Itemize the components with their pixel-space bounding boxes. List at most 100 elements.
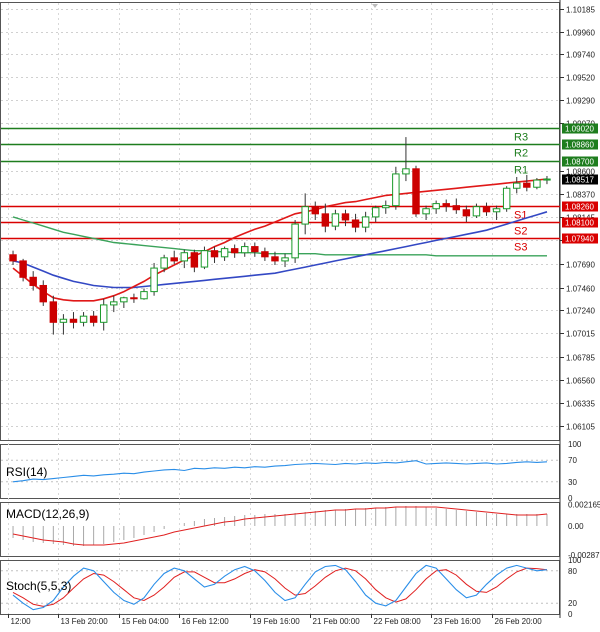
- y-tick-label: 1.07015: [566, 330, 595, 339]
- candle-body: [160, 257, 168, 269]
- rsi-line: [12, 460, 548, 483]
- y-tick-label: 1.09740: [566, 51, 595, 60]
- candle-body: [150, 267, 158, 293]
- candle-body: [79, 315, 88, 323]
- last-price-label: 1.08517: [565, 176, 594, 185]
- x-tick-label: 13 Feb 20:00: [61, 617, 109, 626]
- stoch-tick-label: 80: [568, 567, 577, 576]
- macd-tick-label: 0.002165: [568, 500, 600, 509]
- ma-red-line: [12, 178, 548, 302]
- stoch-d-line: [12, 567, 548, 607]
- candle-body: [130, 297, 138, 300]
- x-tick-label: 26 Feb 20:00: [495, 617, 543, 626]
- level-price-label: 1.08700: [565, 158, 594, 167]
- rsi-tick-label: 100: [568, 440, 582, 449]
- level-price-label: 1.08100: [565, 219, 594, 228]
- chart-shift-icon: [372, 4, 378, 8]
- level-price-label: 1.08260: [565, 203, 594, 212]
- x-tick-label: 23 Feb 16:00: [434, 617, 482, 626]
- candle-body: [382, 205, 390, 209]
- candle-body: [39, 284, 47, 303]
- candle-body: [230, 248, 239, 254]
- candle-body: [99, 304, 108, 323]
- x-tick-label: 21 Feb 00:00: [313, 617, 361, 626]
- candle-body: [472, 206, 481, 217]
- stoch-tick-label: 20: [568, 599, 577, 608]
- y-tick-label: 1.07460: [566, 285, 595, 294]
- panel-frame-stoch: [0, 560, 560, 615]
- x-tick-label: 15 Feb 04:00: [122, 617, 170, 626]
- level-name-r3: R3: [514, 132, 528, 144]
- candle-body: [140, 291, 148, 300]
- level-price-label: 1.09020: [565, 125, 594, 134]
- candle-body: [392, 173, 400, 207]
- level-price-tag: [562, 217, 598, 228]
- y-tick-label: 1.08370: [566, 191, 595, 200]
- candle-body: [170, 257, 178, 262]
- candle-body: [281, 257, 289, 262]
- macd-label: MACD(12,26,9): [6, 507, 89, 521]
- level-price-tag: [562, 233, 598, 244]
- candle-body: [442, 203, 450, 207]
- level-price-label: 1.07940: [565, 235, 594, 244]
- candle-body: [452, 205, 461, 211]
- stoch-tick-label: 0: [568, 610, 573, 619]
- candle-body: [29, 276, 37, 286]
- candle-body: [190, 252, 199, 268]
- candle-body: [341, 213, 350, 221]
- y-tick-label: 1.06105: [566, 423, 595, 432]
- rsi-label: RSI(14): [6, 465, 47, 479]
- candle-body: [311, 206, 319, 215]
- x-tick-label: 12:00: [11, 617, 32, 626]
- ma-blue-line: [12, 211, 548, 289]
- y-tick-label: 1.06785: [566, 354, 595, 363]
- stoch-tick-label: 100: [568, 556, 582, 565]
- candle-body: [210, 250, 219, 258]
- candle-body: [110, 301, 118, 306]
- candle-body: [220, 248, 229, 258]
- candle-body: [371, 207, 380, 218]
- candle-body: [301, 206, 309, 225]
- level-name-s3: S3: [514, 242, 527, 254]
- candle-body: [492, 208, 501, 213]
- last-price-tag: [562, 174, 598, 185]
- y-tick-label: 1.06560: [566, 377, 595, 386]
- rsi-tick-label: 30: [568, 478, 577, 487]
- stoch-k-line: [12, 564, 548, 611]
- candle-body: [9, 254, 17, 262]
- candle-body: [291, 223, 299, 259]
- candle-body: [59, 318, 68, 323]
- candle-body: [523, 182, 531, 188]
- y-tick-label: 1.06335: [566, 400, 595, 409]
- rsi-tick-label: 70: [568, 456, 577, 465]
- panel-frame-rsi: [0, 444, 560, 499]
- panel-frame-main: [0, 2, 560, 441]
- candle-body: [482, 206, 491, 213]
- candle-body: [331, 213, 340, 227]
- x-tick-label: 16 Feb 12:00: [182, 617, 230, 626]
- candle-body: [180, 252, 189, 262]
- candle-body: [271, 256, 279, 262]
- y-tick-label: 1.09960: [566, 29, 595, 38]
- candle-body: [241, 246, 249, 254]
- macd-tick-label: 0.00: [568, 522, 584, 531]
- y-tick-label: 1.08600: [566, 168, 595, 177]
- y-tick-label: 1.07240: [566, 307, 595, 316]
- y-tick-label: 1.10185: [566, 6, 595, 15]
- rsi-tick-label: 0: [568, 494, 573, 503]
- candle-body: [49, 301, 58, 323]
- candle-body: [412, 168, 420, 215]
- level-price-tag: [562, 123, 598, 134]
- candle-body: [432, 203, 440, 210]
- candle-body: [533, 179, 541, 188]
- level-name-r1: R1: [514, 165, 528, 177]
- level-price-label: 1.08860: [565, 141, 594, 150]
- x-tick-label: 22 Feb 08:00: [374, 617, 422, 626]
- candle-body: [361, 216, 370, 228]
- y-tick-label: 1.09290: [566, 97, 595, 106]
- candle-body: [402, 168, 410, 175]
- candle-body: [251, 246, 259, 253]
- y-tick-label: 1.09520: [566, 74, 595, 83]
- level-price-tag: [562, 139, 598, 150]
- candle-body: [513, 182, 521, 189]
